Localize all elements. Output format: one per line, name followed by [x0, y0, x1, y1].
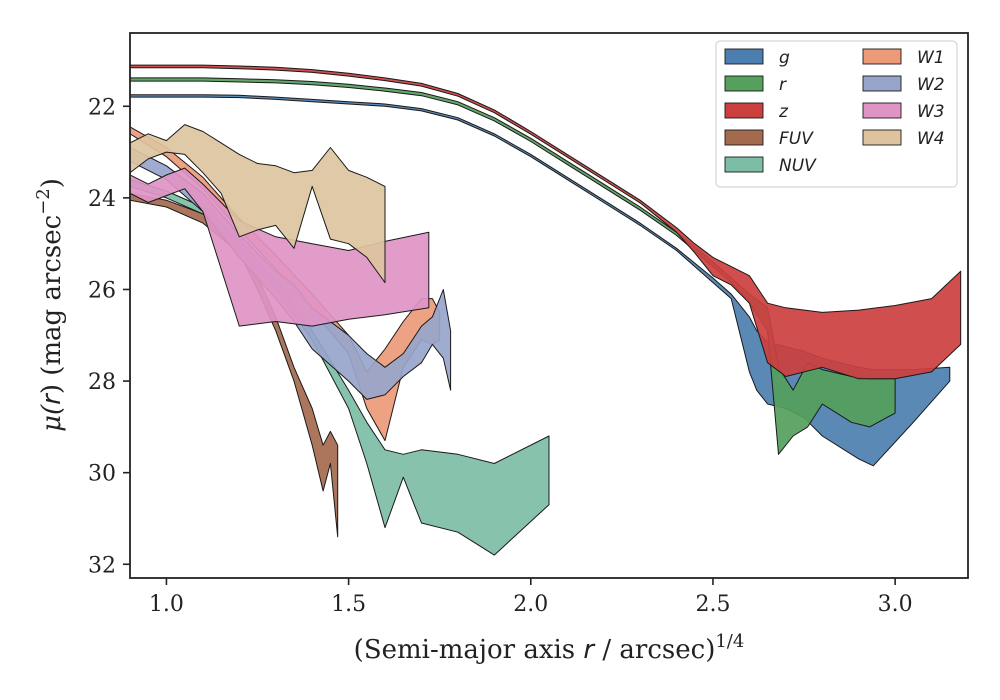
- x-tick-label: 3.0: [878, 592, 913, 617]
- legend-label-nuv: NUV: [779, 156, 817, 176]
- series-band-w3: [130, 167, 430, 327]
- legend-swatch-w2: [862, 75, 902, 92]
- legend-label-g: g: [779, 48, 790, 68]
- plot-frame: [129, 32, 969, 579]
- legend-swatch-z: [724, 102, 764, 119]
- x-tick-label: 1.5: [331, 592, 366, 617]
- y-tick-label: 26: [88, 278, 116, 303]
- legend-swatch-r: [724, 75, 764, 92]
- y-tick-label: 32: [88, 553, 116, 578]
- y-axis-label: μ(r) (mag arcsec−2): [33, 178, 67, 432]
- y-tick-label: 22: [88, 95, 116, 120]
- series-areas: [130, 64, 962, 556]
- x-axis-label: (Semi-major axis r / arcsec)1/4: [354, 631, 745, 665]
- legend-label-w4: W4: [917, 129, 945, 149]
- x-axis: 1.0 1.5 2.0 2.5 3.0: [149, 578, 913, 617]
- series-band-z: [130, 64, 962, 380]
- legend-swatch-g: [724, 48, 764, 65]
- y-tick-label: 24: [88, 187, 116, 212]
- legend: grz FUV NUV W1 W2 W3 W4: [715, 40, 958, 188]
- y-tick-label: 30: [88, 462, 116, 487]
- y-tick-label: 28: [88, 370, 116, 395]
- legend-swatch-fuv: [724, 129, 764, 146]
- legend-label-r: r: [779, 75, 787, 95]
- legend-label-w3: W3: [917, 102, 945, 122]
- y-axis: 22 24 26 28 30 32: [88, 95, 130, 578]
- legend-label-z: z: [778, 102, 789, 122]
- series-band-w4: [130, 124, 386, 284]
- x-tick-label: 2.5: [695, 592, 730, 617]
- x-tick-label: 1.0: [149, 592, 184, 617]
- legend-swatch-w3: [862, 102, 902, 119]
- legend-label-fuv: FUV: [779, 129, 814, 149]
- legend-swatch-w4: [862, 129, 902, 146]
- series-band-g: [130, 94, 951, 467]
- x-tick-label: 2.0: [513, 592, 548, 617]
- legend-swatch-w1: [862, 48, 902, 65]
- legend-label-w1: W1: [917, 48, 945, 68]
- legend-swatch-nuv: [724, 156, 764, 173]
- series-band-r: [130, 77, 896, 455]
- legend-label-w2: W2: [917, 75, 945, 95]
